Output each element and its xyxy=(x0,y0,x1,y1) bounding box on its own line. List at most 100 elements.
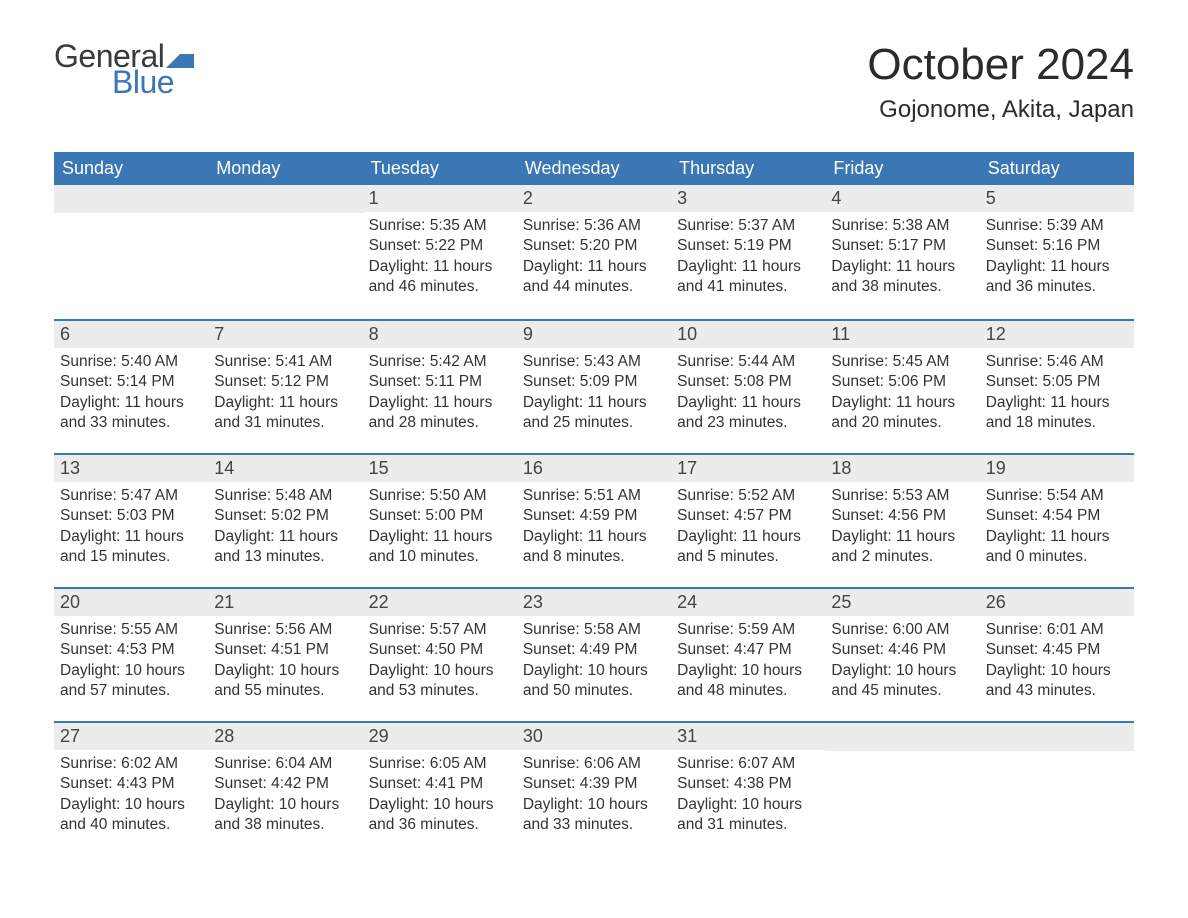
daylight-text: Daylight: 11 hours and 8 minutes. xyxy=(523,527,665,568)
sunrise-text: Sunrise: 5:51 AM xyxy=(523,486,665,506)
day-cell: 2Sunrise: 5:36 AMSunset: 5:20 PMDaylight… xyxy=(517,185,671,317)
day-cell: 26Sunrise: 6:01 AMSunset: 4:45 PMDayligh… xyxy=(980,589,1134,719)
sunset-text: Sunset: 4:53 PM xyxy=(60,640,202,660)
daylight-text: Daylight: 11 hours and 20 minutes. xyxy=(831,393,973,434)
sunrise-text: Sunrise: 5:55 AM xyxy=(60,620,202,640)
sunrise-text: Sunrise: 6:07 AM xyxy=(677,754,819,774)
sunrise-text: Sunrise: 5:39 AM xyxy=(986,216,1128,236)
daylight-text: Daylight: 11 hours and 5 minutes. xyxy=(677,527,819,568)
sunrise-text: Sunrise: 5:42 AM xyxy=(369,352,511,372)
day-body: Sunrise: 5:55 AMSunset: 4:53 PMDaylight:… xyxy=(54,616,208,708)
daylight-text: Daylight: 10 hours and 31 minutes. xyxy=(677,795,819,836)
sunrise-text: Sunrise: 5:38 AM xyxy=(831,216,973,236)
sunset-text: Sunset: 4:49 PM xyxy=(523,640,665,660)
day-body: Sunrise: 5:40 AMSunset: 5:14 PMDaylight:… xyxy=(54,348,208,440)
day-number: 22 xyxy=(363,589,517,616)
day-body: Sunrise: 6:02 AMSunset: 4:43 PMDaylight:… xyxy=(54,750,208,842)
sunset-text: Sunset: 4:45 PM xyxy=(986,640,1128,660)
day-body: Sunrise: 5:45 AMSunset: 5:06 PMDaylight:… xyxy=(825,348,979,440)
day-cell: 6Sunrise: 5:40 AMSunset: 5:14 PMDaylight… xyxy=(54,321,208,451)
week-row: 6Sunrise: 5:40 AMSunset: 5:14 PMDaylight… xyxy=(54,319,1134,451)
day-number: 13 xyxy=(54,455,208,482)
empty-day-header xyxy=(825,723,979,751)
day-number: 3 xyxy=(671,185,825,212)
day-body: Sunrise: 6:00 AMSunset: 4:46 PMDaylight:… xyxy=(825,616,979,708)
week-row: 20Sunrise: 5:55 AMSunset: 4:53 PMDayligh… xyxy=(54,587,1134,719)
day-number: 27 xyxy=(54,723,208,750)
day-cell: 28Sunrise: 6:04 AMSunset: 4:42 PMDayligh… xyxy=(208,723,362,853)
daylight-text: Daylight: 11 hours and 33 minutes. xyxy=(60,393,202,434)
day-number: 16 xyxy=(517,455,671,482)
day-number: 24 xyxy=(671,589,825,616)
daylight-text: Daylight: 10 hours and 55 minutes. xyxy=(214,661,356,702)
sunset-text: Sunset: 4:50 PM xyxy=(369,640,511,660)
sunset-text: Sunset: 4:54 PM xyxy=(986,506,1128,526)
sunset-text: Sunset: 5:19 PM xyxy=(677,236,819,256)
day-number: 31 xyxy=(671,723,825,750)
day-cell: 25Sunrise: 6:00 AMSunset: 4:46 PMDayligh… xyxy=(825,589,979,719)
day-cell: 4Sunrise: 5:38 AMSunset: 5:17 PMDaylight… xyxy=(825,185,979,317)
logo-text-blue: Blue xyxy=(112,66,194,98)
sunrise-text: Sunrise: 6:06 AM xyxy=(523,754,665,774)
day-cell: 29Sunrise: 6:05 AMSunset: 4:41 PMDayligh… xyxy=(363,723,517,853)
sunset-text: Sunset: 4:47 PM xyxy=(677,640,819,660)
sunset-text: Sunset: 5:17 PM xyxy=(831,236,973,256)
sunset-text: Sunset: 5:11 PM xyxy=(369,372,511,392)
day-body: Sunrise: 5:43 AMSunset: 5:09 PMDaylight:… xyxy=(517,348,671,440)
sunrise-text: Sunrise: 5:41 AM xyxy=(214,352,356,372)
daylight-text: Daylight: 10 hours and 38 minutes. xyxy=(214,795,356,836)
location-text: Gojonome, Akita, Japan xyxy=(867,96,1134,124)
day-number: 6 xyxy=(54,321,208,348)
day-cell: 22 Sunrise: 5:57 AMSunset: 4:50 PMDayligh… xyxy=(363,589,517,719)
daylight-text: Daylight: 10 hours and 36 minutes. xyxy=(369,795,511,836)
day-cell xyxy=(54,185,208,317)
day-cell xyxy=(825,723,979,853)
day-cell: 16 Sunrise: 5:51 AMSunset: 4:59 PMDayligh… xyxy=(517,455,671,585)
day-body: Sunrise: 5:50 AMSunset: 5:00 PMDaylight:… xyxy=(363,482,517,574)
day-cell: 10Sunrise: 5:44 AMSunset: 5:08 PMDayligh… xyxy=(671,321,825,451)
sunrise-text: Sunrise: 5:43 AM xyxy=(523,352,665,372)
day-number: 15 xyxy=(363,455,517,482)
empty-day-header xyxy=(208,185,362,213)
day-cell: 5Sunrise: 5:39 AMSunset: 5:16 PMDaylight… xyxy=(980,185,1134,317)
sunset-text: Sunset: 5:20 PM xyxy=(523,236,665,256)
daylight-text: Daylight: 10 hours and 48 minutes. xyxy=(677,661,819,702)
day-body: Sunrise: 5:59 AMSunset: 4:47 PMDaylight:… xyxy=(671,616,825,708)
day-body: Sunrise: 5:36 AMSunset: 5:20 PMDaylight:… xyxy=(517,212,671,304)
sunset-text: Sunset: 5:00 PM xyxy=(369,506,511,526)
daylight-text: Daylight: 11 hours and 10 minutes. xyxy=(369,527,511,568)
day-body: Sunrise: 5:39 AMSunset: 5:16 PMDaylight:… xyxy=(980,212,1134,304)
day-cell: 8Sunrise: 5:42 AMSunset: 5:11 PMDaylight… xyxy=(363,321,517,451)
day-cell xyxy=(980,723,1134,853)
day-number: 25 xyxy=(825,589,979,616)
daylight-text: Daylight: 10 hours and 53 minutes. xyxy=(369,661,511,702)
sunset-text: Sunset: 5:09 PM xyxy=(523,372,665,392)
sunrise-text: Sunrise: 5:58 AM xyxy=(523,620,665,640)
day-body: Sunrise: 5:52 AMSunset: 4:57 PMDaylight:… xyxy=(671,482,825,574)
day-body: Sunrise: 5:53 AMSunset: 4:56 PMDaylight:… xyxy=(825,482,979,574)
weekday-header: Sunday xyxy=(54,152,208,185)
day-cell: 11Sunrise: 5:45 AMSunset: 5:06 PMDayligh… xyxy=(825,321,979,451)
sunset-text: Sunset: 4:57 PM xyxy=(677,506,819,526)
day-body: Sunrise: 6:07 AMSunset: 4:38 PMDaylight:… xyxy=(671,750,825,842)
day-cell: 27Sunrise: 6:02 AMSunset: 4:43 PMDayligh… xyxy=(54,723,208,853)
day-body: Sunrise: 6:06 AMSunset: 4:39 PMDaylight:… xyxy=(517,750,671,842)
weekday-header: Friday xyxy=(825,152,979,185)
calendar: SundayMondayTuesdayWednesdayThursdayFrid… xyxy=(54,152,1134,853)
sunrise-text: Sunrise: 5:50 AM xyxy=(369,486,511,506)
day-number: 20 xyxy=(54,589,208,616)
day-body: Sunrise: 5:41 AMSunset: 5:12 PMDaylight:… xyxy=(208,348,362,440)
sunset-text: Sunset: 4:59 PM xyxy=(523,506,665,526)
sunrise-text: Sunrise: 5:57 AM xyxy=(369,620,511,640)
day-cell: 1Sunrise: 5:35 AMSunset: 5:22 PMDaylight… xyxy=(363,185,517,317)
sunset-text: Sunset: 4:46 PM xyxy=(831,640,973,660)
sunrise-text: Sunrise: 5:40 AM xyxy=(60,352,202,372)
day-body: Sunrise: 5:58 AMSunset: 4:49 PMDaylight:… xyxy=(517,616,671,708)
sunset-text: Sunset: 4:41 PM xyxy=(369,774,511,794)
day-number: 4 xyxy=(825,185,979,212)
day-number: 26 xyxy=(980,589,1134,616)
sunrise-text: Sunrise: 5:52 AM xyxy=(677,486,819,506)
week-row: 27Sunrise: 6:02 AMSunset: 4:43 PMDayligh… xyxy=(54,721,1134,853)
sunrise-text: Sunrise: 5:45 AM xyxy=(831,352,973,372)
sunrise-text: Sunrise: 5:37 AM xyxy=(677,216,819,236)
